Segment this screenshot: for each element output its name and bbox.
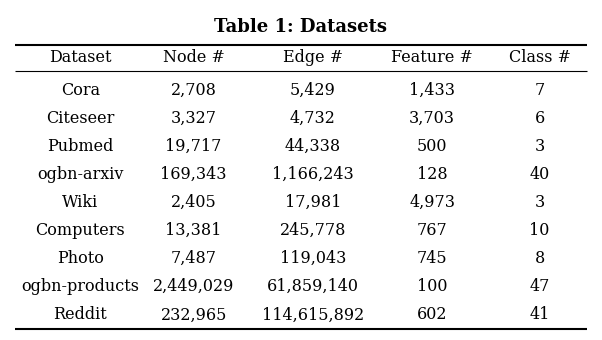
Text: 61,859,140: 61,859,140 bbox=[267, 278, 359, 295]
Text: 114,615,892: 114,615,892 bbox=[262, 306, 364, 323]
Text: 6: 6 bbox=[535, 110, 545, 127]
Text: 40: 40 bbox=[529, 166, 550, 183]
Text: Dataset: Dataset bbox=[49, 49, 111, 66]
Text: 602: 602 bbox=[417, 306, 447, 323]
Text: 2,708: 2,708 bbox=[171, 82, 217, 99]
Text: 3,327: 3,327 bbox=[170, 110, 217, 127]
Text: Edge #: Edge # bbox=[283, 49, 343, 66]
Text: 128: 128 bbox=[417, 166, 447, 183]
Text: Computers: Computers bbox=[36, 222, 125, 239]
Text: Wiki: Wiki bbox=[62, 194, 99, 211]
Text: Node #: Node # bbox=[163, 49, 225, 66]
Text: 4,973: 4,973 bbox=[409, 194, 455, 211]
Text: 3,703: 3,703 bbox=[409, 110, 455, 127]
Text: 745: 745 bbox=[417, 250, 447, 267]
Text: 1,166,243: 1,166,243 bbox=[272, 166, 354, 183]
Text: Class #: Class # bbox=[509, 49, 571, 66]
Text: Pubmed: Pubmed bbox=[47, 138, 114, 155]
Text: 3: 3 bbox=[535, 138, 545, 155]
Text: 19,717: 19,717 bbox=[166, 138, 222, 155]
Text: 232,965: 232,965 bbox=[161, 306, 227, 323]
Text: 17,981: 17,981 bbox=[285, 194, 341, 211]
Text: 44,338: 44,338 bbox=[285, 138, 341, 155]
Text: 2,405: 2,405 bbox=[171, 194, 217, 211]
Text: 100: 100 bbox=[417, 278, 447, 295]
Text: 767: 767 bbox=[417, 222, 448, 239]
Text: 1,433: 1,433 bbox=[409, 82, 455, 99]
Text: 7,487: 7,487 bbox=[170, 250, 217, 267]
Text: 8: 8 bbox=[535, 250, 545, 267]
Text: 2,449,029: 2,449,029 bbox=[153, 278, 234, 295]
Text: 119,043: 119,043 bbox=[280, 250, 346, 267]
Text: Cora: Cora bbox=[61, 82, 100, 99]
Text: Feature #: Feature # bbox=[391, 49, 473, 66]
Text: 3: 3 bbox=[535, 194, 545, 211]
Text: Photo: Photo bbox=[57, 250, 104, 267]
Text: 4,732: 4,732 bbox=[290, 110, 336, 127]
Text: Table 1: Datasets: Table 1: Datasets bbox=[214, 18, 388, 36]
Text: Reddit: Reddit bbox=[54, 306, 107, 323]
Text: Citeseer: Citeseer bbox=[46, 110, 114, 127]
Text: ogbn-products: ogbn-products bbox=[21, 278, 139, 295]
Text: 13,381: 13,381 bbox=[166, 222, 222, 239]
Text: 5,429: 5,429 bbox=[290, 82, 336, 99]
Text: 169,343: 169,343 bbox=[160, 166, 227, 183]
Text: 7: 7 bbox=[535, 82, 545, 99]
Text: 10: 10 bbox=[529, 222, 550, 239]
Text: ogbn-arxiv: ogbn-arxiv bbox=[37, 166, 123, 183]
Text: 41: 41 bbox=[529, 306, 550, 323]
Text: 245,778: 245,778 bbox=[280, 222, 346, 239]
Text: 500: 500 bbox=[417, 138, 447, 155]
Text: 47: 47 bbox=[529, 278, 550, 295]
